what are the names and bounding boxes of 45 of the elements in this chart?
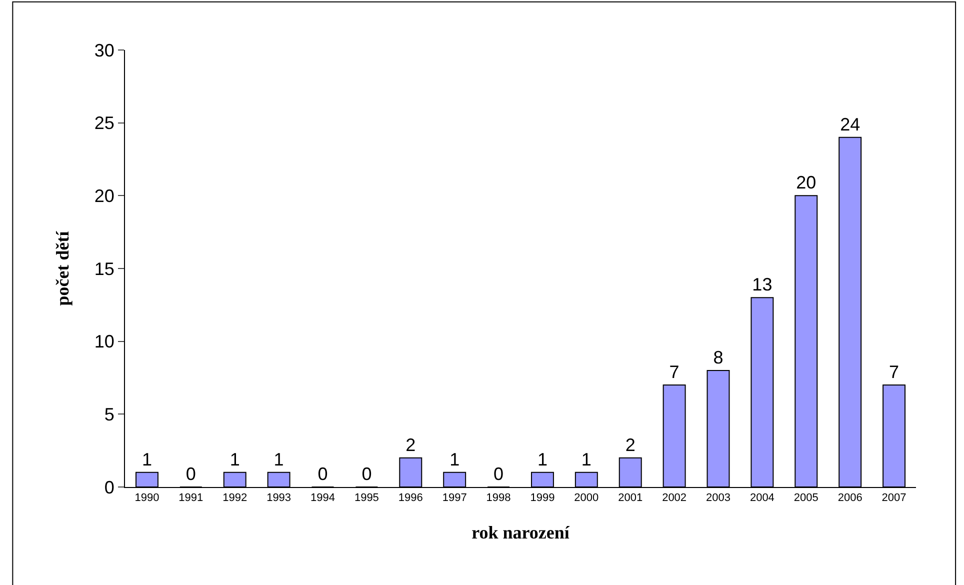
data-label: 0 [362,464,372,484]
x-tick-label: 2005 [794,492,818,504]
x-tick-label: 1994 [310,492,335,504]
data-label: 24 [840,114,860,134]
x-tick-label: 2003 [706,492,730,504]
data-label: 0 [318,464,328,484]
x-tick-label: 2004 [750,492,774,504]
data-label: 1 [274,449,284,470]
y-tick-label: 5 [104,404,114,424]
x-tick-label: 1999 [530,492,555,504]
data-label: 7 [889,362,900,382]
data-label: 8 [713,347,724,368]
x-tick-label: 2007 [882,492,906,504]
y-tick-label: 15 [94,258,114,279]
y-tick-label: 30 [94,40,114,60]
x-tick-label: 1998 [486,492,511,504]
data-label: 1 [142,449,152,470]
y-tick-label: 20 [94,186,114,206]
x-tick-label: 2000 [574,492,599,504]
data-label: 2 [625,434,636,455]
x-tick-label: 1997 [442,492,467,504]
data-label: 7 [669,362,680,382]
x-tick-label: 1996 [398,492,423,504]
data-label: 0 [186,464,196,484]
data-label: 1 [450,449,460,470]
x-tick-label: 1995 [354,492,379,504]
y-axis-title: počet dětí [52,230,73,306]
data-label: 20 [796,172,816,193]
x-axis-title: rok narození [472,522,570,542]
x-tick-label: 2002 [662,492,687,504]
x-tick-label: 2006 [838,492,862,504]
x-tick-label: 1990 [134,492,160,504]
x-tick-label: 1992 [222,492,248,504]
y-tick-label: 25 [94,113,114,134]
x-tick-label: 1993 [266,492,292,504]
data-label: 13 [752,274,772,295]
x-tick-label: 2001 [618,492,643,504]
data-label: 2 [406,434,416,455]
data-label: 0 [494,464,504,484]
data-label: 1 [581,449,592,470]
data-label: 1 [230,449,240,470]
x-tick-label: 1991 [178,492,204,504]
y-tick-label: 0 [104,477,114,498]
data-label: 1 [537,449,548,470]
y-tick-label: 10 [94,332,114,352]
